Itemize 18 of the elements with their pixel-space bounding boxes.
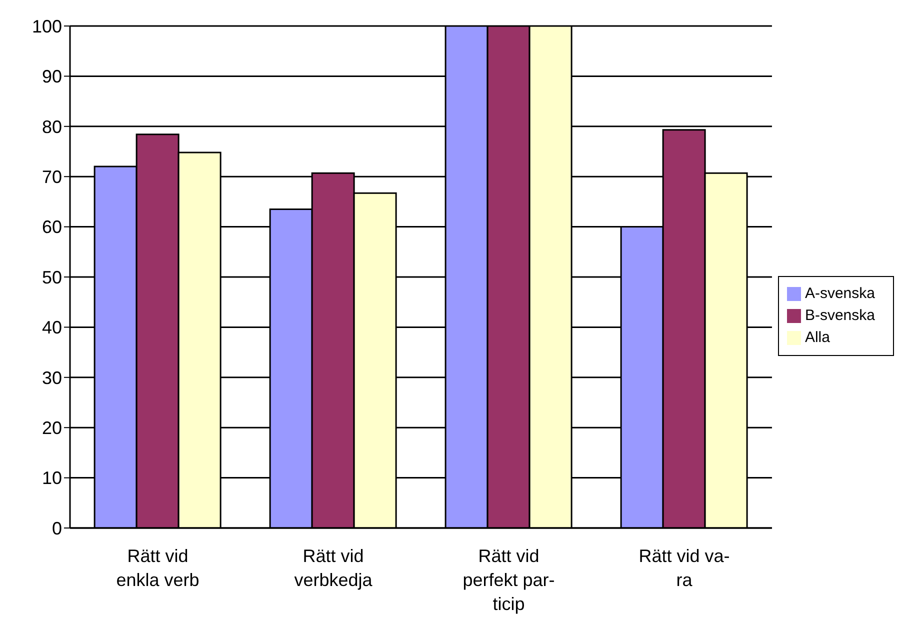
y-tick-label: 100 xyxy=(32,16,62,36)
x-tick-label: Rätt vid perfekt par-ticip xyxy=(462,546,555,614)
y-tick-label: 70 xyxy=(42,166,62,187)
x-tick-label: Rätt vid va-ra xyxy=(638,546,730,590)
y-tick-label: 30 xyxy=(42,368,62,388)
x-tick-label: Rätt vid verbkedja xyxy=(294,546,374,590)
legend-label: B-svenska xyxy=(804,306,875,324)
y-tick-label: 90 xyxy=(42,66,62,87)
y-tick-label: 80 xyxy=(42,116,62,137)
y-tick-label: 50 xyxy=(42,267,62,288)
legend-label: Alla xyxy=(804,328,830,346)
y-tick-label: 20 xyxy=(42,418,62,438)
y-tick-label: 0 xyxy=(52,518,62,538)
y-tick-label: 40 xyxy=(42,318,62,338)
y-tick-label: 10 xyxy=(42,468,62,488)
x-tick-label: Rätt vid enkla verb xyxy=(116,546,200,590)
legend-label: A-svenska xyxy=(804,284,875,302)
y-tick-label: 60 xyxy=(42,217,62,238)
